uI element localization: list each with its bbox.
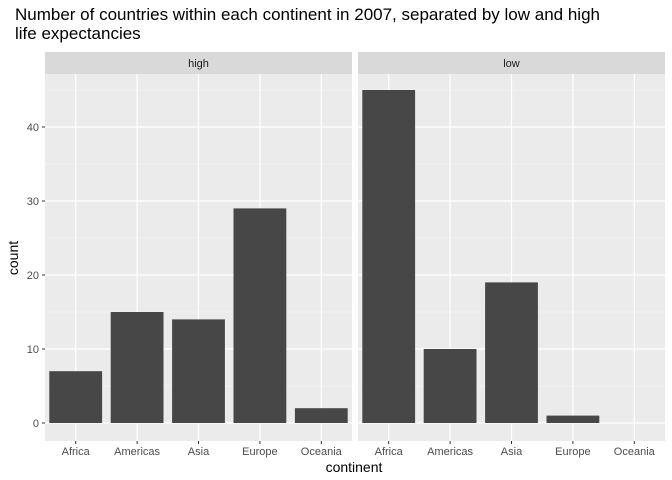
bar-high-africa <box>49 371 103 423</box>
x-tick-label-oceania: Oceania <box>614 446 656 458</box>
y-tick-label: 20 <box>27 270 39 282</box>
y-tick-label: 10 <box>27 344 39 356</box>
x-tick-label-europe: Europe <box>242 446 277 458</box>
x-tick-label-europe: Europe <box>555 446 590 458</box>
chart-title-line-1: Number of countries within each continen… <box>15 5 600 24</box>
x-tick-label-africa: Africa <box>375 446 404 458</box>
bar-low-africa <box>362 90 416 423</box>
x-axis-title: continent <box>326 459 383 475</box>
facet-panel-high: high Africa Americas Asia Europe Oceania <box>45 52 352 458</box>
x-tick-label-oceania: Oceania <box>301 446 343 458</box>
x-tick-label-asia: Asia <box>188 446 210 458</box>
facet-strip-label: high <box>188 58 209 70</box>
y-axis: 0 10 20 30 40 <box>27 122 45 430</box>
bar-low-asia <box>485 282 538 423</box>
facet-strip <box>45 52 352 74</box>
y-axis-title: count <box>5 241 21 275</box>
x-tick-label-americas: Americas <box>114 446 160 458</box>
chart-title-line-2: life expectancies <box>15 24 141 43</box>
bar-high-oceania <box>294 408 348 423</box>
bar-high-americas <box>110 312 164 423</box>
facet-panels: high Africa Americas Asia Europe Oceania low Af… <box>27 52 665 458</box>
bar-high-asia <box>172 319 225 423</box>
bar-high-europe <box>233 208 287 423</box>
x-tick-label-americas: Americas <box>427 446 473 458</box>
y-tick-label: 0 <box>33 418 39 430</box>
y-tick-label: 30 <box>27 196 39 208</box>
bar-low-europe <box>546 415 600 423</box>
x-tick-label-asia: Asia <box>501 446 523 458</box>
facet-panel-low: low Africa Americas Asia Europe Oceania <box>358 52 665 458</box>
x-tick-label-africa: Africa <box>62 446 91 458</box>
bar-low-americas <box>423 349 477 423</box>
y-tick-label: 40 <box>27 122 39 134</box>
facet-strip <box>358 52 665 74</box>
facet-strip-label: low <box>503 58 520 70</box>
